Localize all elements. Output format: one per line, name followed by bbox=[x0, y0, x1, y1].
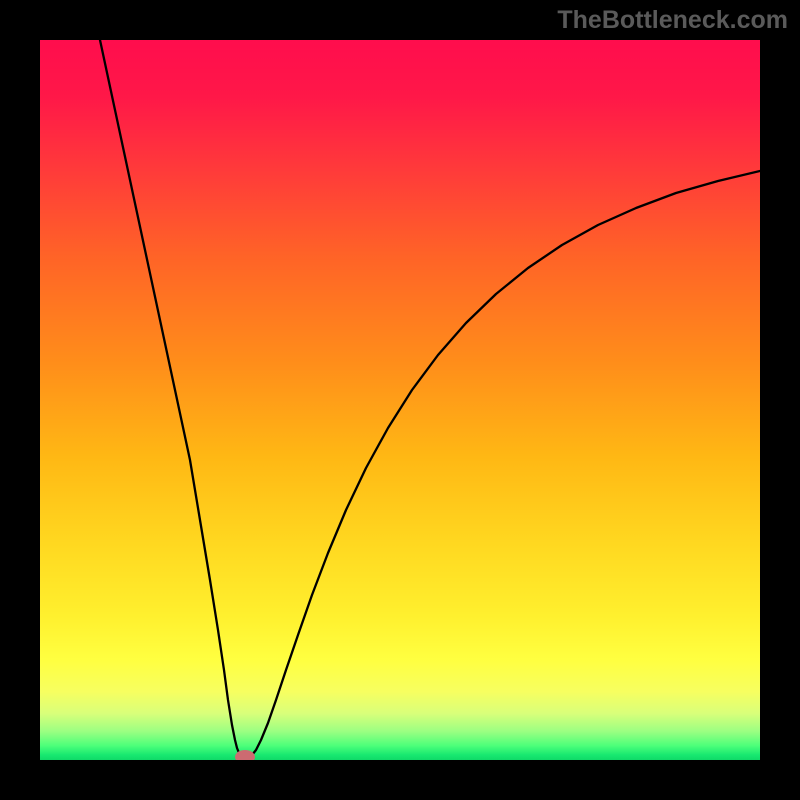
plot-area bbox=[40, 40, 760, 760]
plot-svg bbox=[40, 40, 760, 760]
watermark-text: TheBottleneck.com bbox=[557, 6, 788, 35]
chart-frame: TheBottleneck.com bbox=[0, 0, 800, 800]
gradient-bg bbox=[40, 40, 760, 760]
